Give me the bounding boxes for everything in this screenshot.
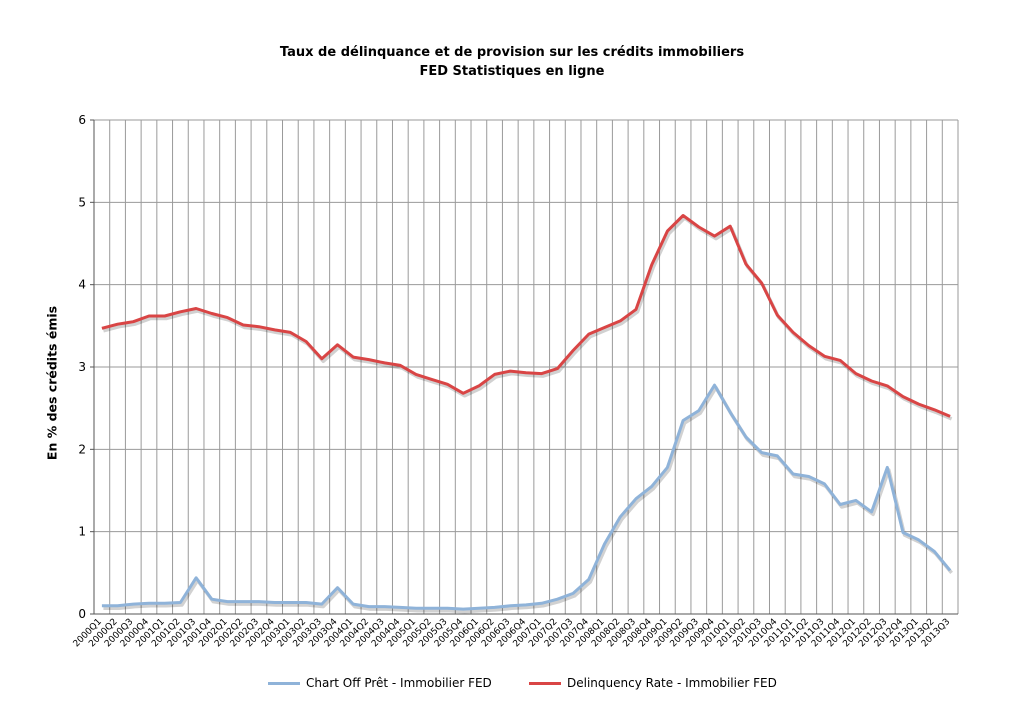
legend-label-chargeoff: Chart Off Prêt - Immobilier FED bbox=[306, 676, 492, 690]
y-tick-label: 1 bbox=[78, 525, 86, 539]
legend-item-delinquency: Delinquency Rate - Immobilier FED bbox=[529, 676, 777, 690]
series-line-shadow-0 bbox=[103, 385, 953, 614]
legend-swatch-chargeoff bbox=[268, 681, 300, 685]
series-line-0 bbox=[101, 383, 952, 611]
y-tick-label: 0 bbox=[78, 607, 86, 621]
y-tick-label: 5 bbox=[78, 195, 86, 209]
y-tick-label: 2 bbox=[78, 442, 86, 456]
y-tick-label: 6 bbox=[78, 113, 86, 127]
legend-label-delinquency: Delinquency Rate - Immobilier FED bbox=[567, 676, 777, 690]
chart-title: Taux de délinquance et de provision sur … bbox=[279, 45, 745, 60]
chart-subtitle: FED Statistiques en ligne bbox=[419, 64, 605, 79]
y-tick-label: 3 bbox=[78, 360, 86, 374]
series-line-1 bbox=[101, 214, 951, 418]
legend-swatch-delinquency bbox=[529, 681, 561, 685]
y-tick-label: 4 bbox=[78, 278, 86, 292]
legend-item-chargeoff: Chart Off Prêt - Immobilier FED bbox=[268, 676, 492, 690]
